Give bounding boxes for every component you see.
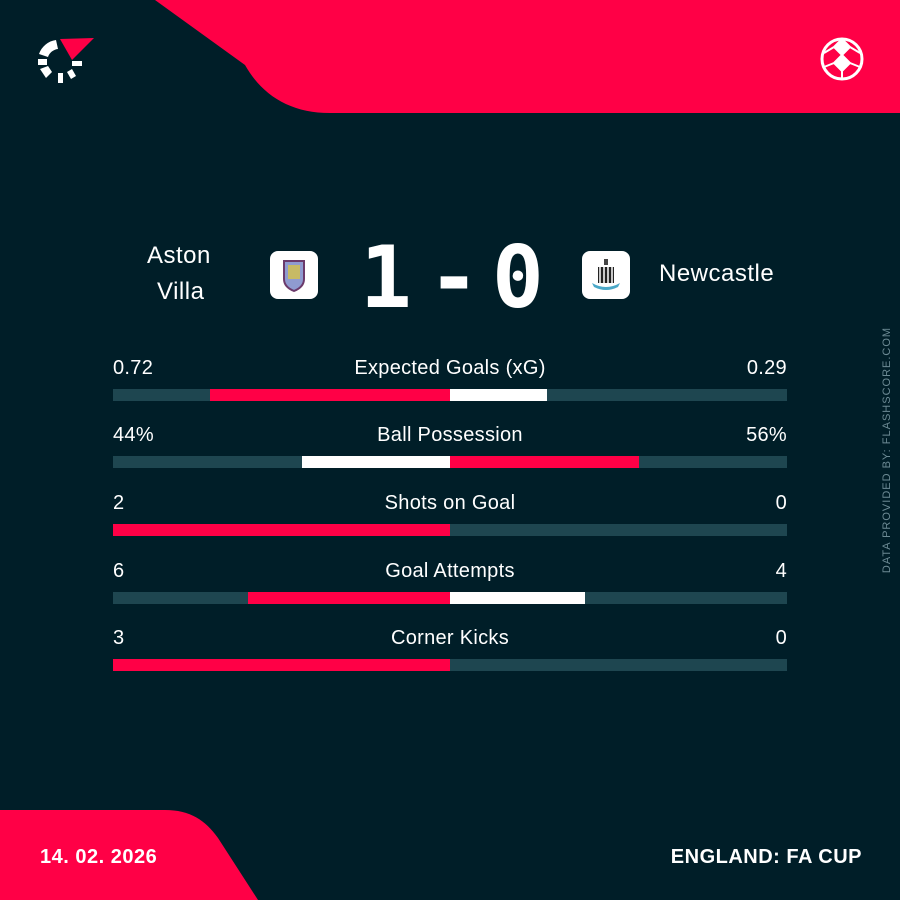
home-team-name-line2: Villa — [157, 278, 205, 305]
stat-label: Corner Kicks — [390, 627, 510, 649]
home-stat-value: 3 — [113, 627, 125, 649]
away-score: 0 — [492, 228, 544, 328]
stat-row: 2 Shots on Goal 0 — [113, 490, 787, 550]
home-stat-value: 0.72 — [113, 357, 154, 379]
stat-label: Goal Attempts — [385, 560, 515, 582]
stat-label: Expected Goals (xG) — [354, 357, 546, 379]
aston-villa-crest — [270, 251, 318, 299]
away-stat-value: 56% — [746, 424, 787, 446]
header-banner — [155, 0, 900, 113]
stat-row: 0.72 Expected Goals (xG) 0.29 — [113, 355, 787, 415]
stat-bar-track — [113, 389, 787, 401]
match-date: 14. 02. 2026 — [40, 846, 158, 868]
home-stat-value: 2 — [113, 492, 125, 514]
home-stat-value: 44% — [113, 424, 154, 446]
home-stat-bar — [301, 456, 450, 468]
away-stat-value: 0 — [775, 492, 787, 514]
flashscore-logo — [38, 38, 94, 83]
away-stat-bar — [450, 456, 639, 468]
stat-bar-track — [113, 524, 787, 536]
football-icon — [820, 37, 864, 81]
stat-bar-track — [113, 592, 787, 604]
newcastle-crest — [582, 251, 630, 299]
stat-bar-track — [113, 456, 787, 468]
stat-row: 44% Ball Possession 56% — [113, 422, 787, 482]
away-stat-bar — [450, 389, 547, 401]
stat-label: Ball Possession — [377, 424, 523, 446]
away-stat-value: 0 — [775, 627, 787, 649]
stat-label: Shots on Goal — [384, 492, 516, 514]
stat-row: 3 Corner Kicks 0 — [113, 625, 787, 685]
home-stat-bar — [113, 524, 450, 536]
home-stat-bar — [247, 592, 450, 604]
home-team-name: Aston Villa — [147, 238, 211, 310]
away-stat-value: 4 — [775, 560, 787, 582]
stat-row: 6 Goal Attempts 4 — [113, 558, 787, 618]
home-stat-bar — [209, 389, 450, 401]
score-separator: - — [428, 228, 480, 328]
away-team-name: Newcastle — [659, 260, 775, 287]
home-stat-bar — [113, 659, 450, 671]
home-stat-value: 6 — [113, 560, 125, 582]
stat-bar-track — [113, 659, 787, 671]
data-credit: DATA PROVIDED BY: FLASHSCORE.COM — [881, 326, 893, 574]
competition-name: ENGLAND: FA CUP — [670, 846, 862, 868]
away-stat-value: 0.29 — [746, 357, 787, 379]
home-score: 1 — [360, 228, 412, 328]
away-stat-bar — [450, 592, 585, 604]
home-team-name-line1: Aston — [147, 242, 211, 269]
